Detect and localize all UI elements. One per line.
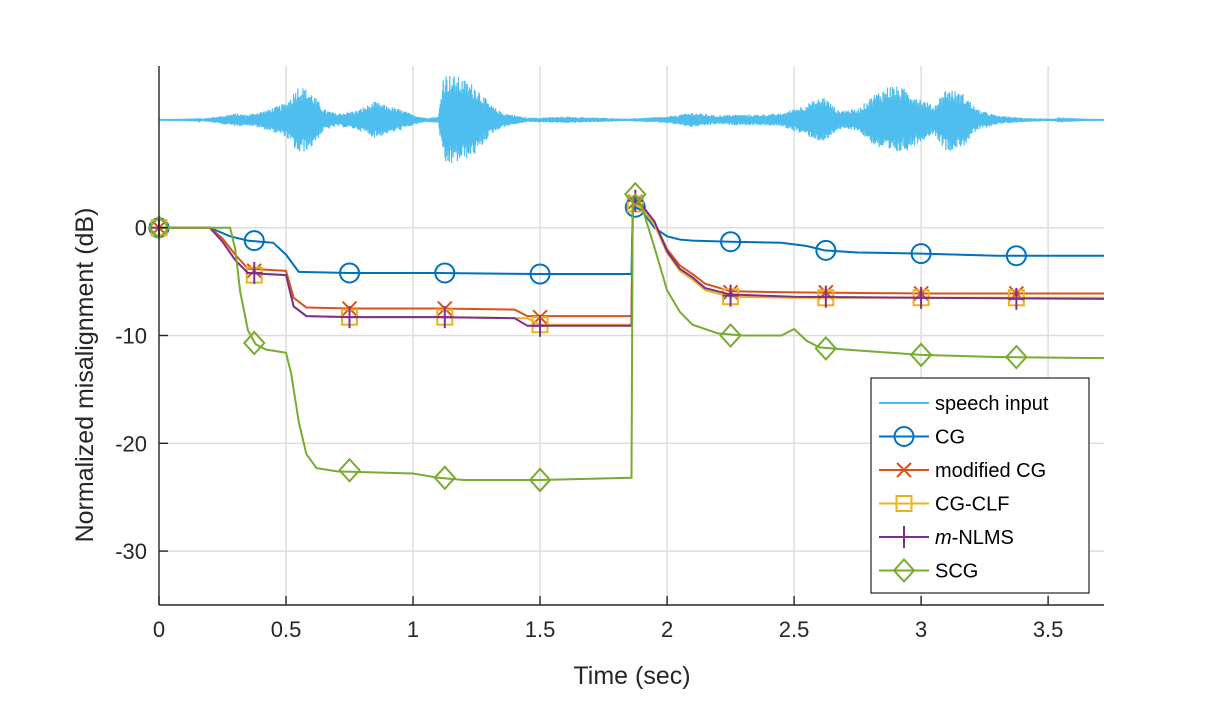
legend-item-speech-input: speech input: [879, 393, 1049, 415]
x-tick-label: 3.5: [1033, 617, 1064, 642]
marker-circle: [1005, 245, 1027, 267]
marker-square: [895, 495, 913, 512]
x-tick-label: 1.5: [525, 617, 556, 642]
legend-swatch-marker: [893, 426, 915, 447]
marker-diamond: [719, 323, 742, 348]
y-tick-label: 0: [135, 216, 147, 241]
marker-diamond: [528, 467, 552, 493]
legend-swatch-marker: [892, 558, 916, 583]
marker-circle: [893, 426, 915, 447]
data-point-cg: [243, 230, 265, 252]
legend-label: CG-CLF: [935, 494, 1009, 516]
y-axis-title: Normalized misalignment (dB): [71, 208, 99, 543]
x-tick-label: 0: [153, 617, 165, 642]
marker-diamond: [623, 181, 647, 207]
y-tick-label: -10: [115, 324, 147, 349]
marker-circle: [720, 231, 742, 253]
marker-circle: [339, 262, 361, 284]
series-line-scg: [159, 192, 1105, 481]
axes-layer: 0 0.5 1 1.5 2 2.5 3 3.5 -30 -20 -10 0: [115, 66, 1104, 642]
x-tick-label: 1: [407, 617, 419, 642]
series-layer: [147, 181, 1105, 493]
legend-item-scg: SCG: [879, 558, 978, 583]
marker-diamond: [433, 465, 457, 491]
marker-diamond: [1005, 344, 1028, 370]
data-point-cg: [910, 243, 932, 265]
marker-diamond: [338, 457, 361, 483]
data-point-scg: [719, 323, 742, 348]
marker-circle: [815, 239, 837, 261]
x-tick-label: 2: [661, 617, 673, 642]
data-point-m-nlms: [341, 306, 358, 329]
speech-input-layer: [159, 75, 1105, 163]
legend-swatch-marker: [896, 462, 912, 478]
legend-swatch-marker: [895, 495, 913, 512]
legend-label: speech input: [935, 393, 1049, 415]
marker-circle: [529, 263, 551, 285]
legend-item-cg: CG: [879, 426, 965, 449]
legend-label-rest: -NLMS: [952, 527, 1014, 549]
marker-circle: [434, 262, 456, 284]
legend-label: modified CG: [935, 460, 1046, 482]
data-point-m-nlms: [913, 286, 930, 309]
legend-label: CG: [935, 427, 965, 449]
data-point-cg: [720, 231, 742, 253]
legend: speech input CG modified CG CG-CLF m-NLMS SCG: [870, 377, 1090, 594]
x-tick-label: 0.5: [271, 617, 302, 642]
data-point-scg: [338, 457, 361, 483]
data-point-cg: [434, 262, 456, 284]
data-point-scg: [623, 181, 647, 207]
legend-label-italic: m: [935, 527, 952, 549]
data-point-cg: [529, 263, 551, 285]
legend-item-cg-clf: CG-CLF: [879, 494, 1009, 516]
marker-x-stroke: [896, 462, 912, 478]
marker-diamond: [892, 558, 916, 583]
data-point-scg: [814, 335, 838, 361]
data-point-scg: [528, 467, 552, 493]
data-point-scg: [1005, 344, 1028, 370]
x-axis-title: Time (sec): [573, 662, 690, 690]
data-point-m-nlms: [436, 306, 453, 329]
marker-circle: [243, 230, 265, 252]
marker-circle: [910, 243, 932, 265]
data-point-m-nlms: [246, 261, 263, 284]
data-point-cg: [815, 239, 837, 261]
y-tick-label: -30: [115, 539, 147, 564]
x-tick-label: 2.5: [779, 617, 810, 642]
marker-diamond: [814, 335, 838, 361]
legend-label: m-NLMS: [935, 527, 1014, 549]
legend-swatch-marker: [896, 526, 912, 548]
legend-label: SCG: [935, 561, 978, 583]
legend-item-m-nlms: m-NLMS: [879, 526, 1014, 549]
speech-input-waveform: [159, 75, 1105, 163]
x-tick-label: 3: [915, 617, 927, 642]
data-point-m-nlms: [722, 284, 739, 307]
data-point-cg: [1005, 245, 1027, 267]
marker-diamond: [242, 330, 266, 356]
data-point-scg: [909, 342, 933, 368]
y-tick-label: -20: [115, 431, 147, 456]
legend-item-modified-cg: modified CG: [879, 460, 1046, 482]
legend-box: [870, 377, 1090, 594]
data-point-m-nlms: [1008, 287, 1025, 310]
marker-diamond: [909, 342, 933, 368]
data-point-m-nlms: [532, 314, 549, 337]
data-point-scg: [433, 465, 457, 491]
data-point-scg: [242, 330, 266, 356]
data-point-cg: [339, 262, 361, 284]
data-point-m-nlms: [817, 285, 834, 308]
